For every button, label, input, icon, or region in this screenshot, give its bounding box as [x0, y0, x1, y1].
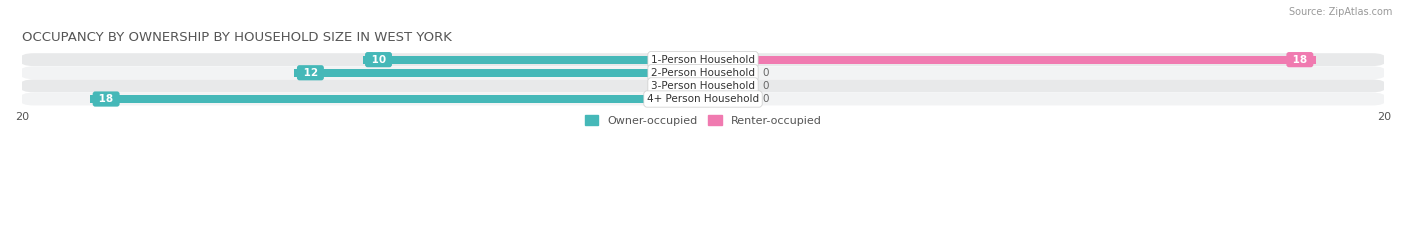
Bar [363, 56, 703, 64]
Text: 4+ Person Household: 4+ Person Household [647, 94, 759, 104]
Text: 0: 0 [762, 81, 769, 91]
Legend: Owner-occupied, Renter-occupied: Owner-occupied, Renter-occupied [581, 111, 825, 130]
Text: OCCUPANCY BY OWNERSHIP BY HOUSEHOLD SIZE IN WEST YORK: OCCUPANCY BY OWNERSHIP BY HOUSEHOLD SIZE… [22, 31, 451, 44]
Text: 2-Person Household: 2-Person Household [651, 68, 755, 78]
Text: 1-Person Household: 1-Person Household [651, 55, 755, 65]
Text: Source: ZipAtlas.com: Source: ZipAtlas.com [1288, 7, 1392, 17]
Bar [703, 82, 754, 90]
FancyBboxPatch shape [20, 79, 1386, 92]
Text: 10: 10 [367, 55, 389, 65]
Text: 0: 0 [762, 68, 769, 78]
Bar [294, 69, 703, 77]
FancyBboxPatch shape [20, 93, 1386, 106]
Text: 0: 0 [688, 81, 695, 91]
FancyBboxPatch shape [20, 53, 1386, 66]
Bar [703, 69, 754, 77]
Text: 0: 0 [762, 94, 769, 104]
Text: 18: 18 [96, 94, 117, 104]
Text: 18: 18 [1289, 55, 1310, 65]
Bar [90, 95, 703, 103]
Text: 12: 12 [299, 68, 322, 78]
Text: 3-Person Household: 3-Person Household [651, 81, 755, 91]
Bar [703, 95, 754, 103]
FancyBboxPatch shape [20, 66, 1386, 79]
Bar [703, 56, 1316, 64]
